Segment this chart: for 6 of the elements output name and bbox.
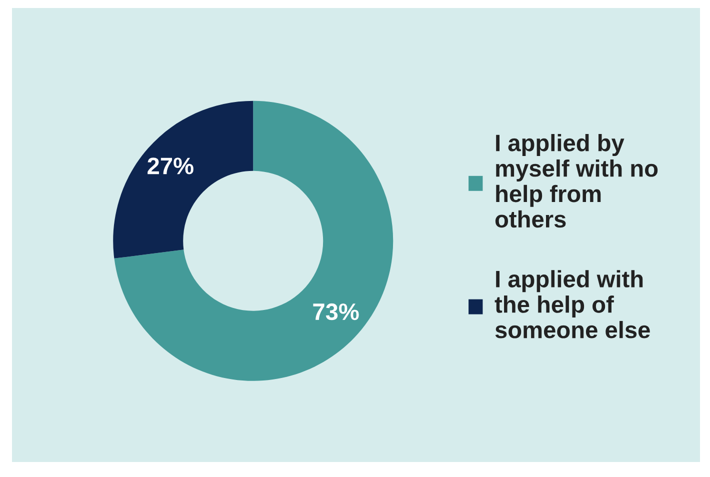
legend-label: I applied with the help of someone else	[494, 270, 650, 338]
legend-label: I applied by myself with no help from others	[495, 134, 658, 228]
data-label: 73%	[313, 303, 359, 320]
donut-slice	[114, 100, 394, 381]
donut-slice	[113, 100, 254, 258]
data-label: 27%	[148, 158, 194, 174]
